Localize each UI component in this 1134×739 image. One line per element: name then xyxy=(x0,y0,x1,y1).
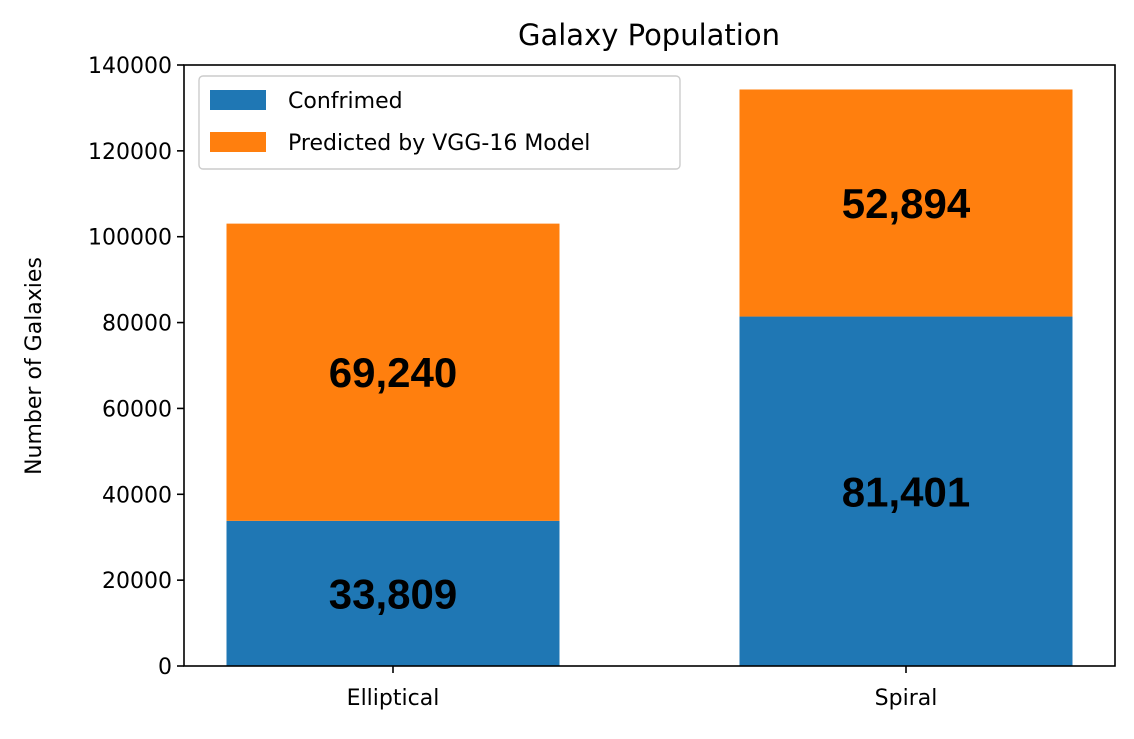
plot-frame xyxy=(183,64,1116,667)
y-tick-label: 0 xyxy=(158,655,172,680)
legend-swatch-series-0 xyxy=(210,90,266,110)
y-tick-label: 40000 xyxy=(102,483,172,508)
y-tick-label: 120000 xyxy=(88,140,172,165)
bar-spiral-series-0 xyxy=(739,316,1073,666)
legend-label-series-0: Confrimed xyxy=(288,89,403,114)
data-labels-layer: 33,809 69,240 81,401 52,894 xyxy=(329,180,971,617)
y-tick-label: 100000 xyxy=(88,226,172,251)
data-label-elliptical-series-1: 69,240 xyxy=(329,349,457,396)
bar-spiral-series-1 xyxy=(739,89,1073,317)
legend-label-series-1: Predicted by VGG-16 Model xyxy=(288,131,590,156)
bars-layer xyxy=(226,89,1073,666)
x-tick-label-spiral: Spiral xyxy=(875,686,938,711)
legend: Confrimed Predicted by VGG-16 Model xyxy=(198,75,681,170)
y-tick-label: 60000 xyxy=(102,397,172,422)
y-tick-label: 80000 xyxy=(102,312,172,337)
bar-elliptical-series-1 xyxy=(226,223,560,521)
legend-box xyxy=(198,75,681,170)
data-label-elliptical-series-0: 33,809 xyxy=(329,570,457,617)
data-label-spiral-series-0: 81,401 xyxy=(842,468,970,515)
legend-swatch-series-1 xyxy=(210,132,266,152)
chart-title: Galaxy Population xyxy=(518,18,780,52)
y-tick-label: 20000 xyxy=(102,569,172,594)
x-axis: Elliptical Spiral xyxy=(347,666,938,711)
data-label-spiral-series-1: 52,894 xyxy=(842,180,971,227)
y-tick-label: 140000 xyxy=(88,54,172,79)
bar-elliptical-series-0 xyxy=(226,520,560,666)
y-axis-label: Number of Galaxies xyxy=(22,257,47,475)
x-tick-label-elliptical: Elliptical xyxy=(347,686,440,711)
y-axis: 0 20000 40000 60000 80000 100000 120000 140000 xyxy=(88,54,184,680)
